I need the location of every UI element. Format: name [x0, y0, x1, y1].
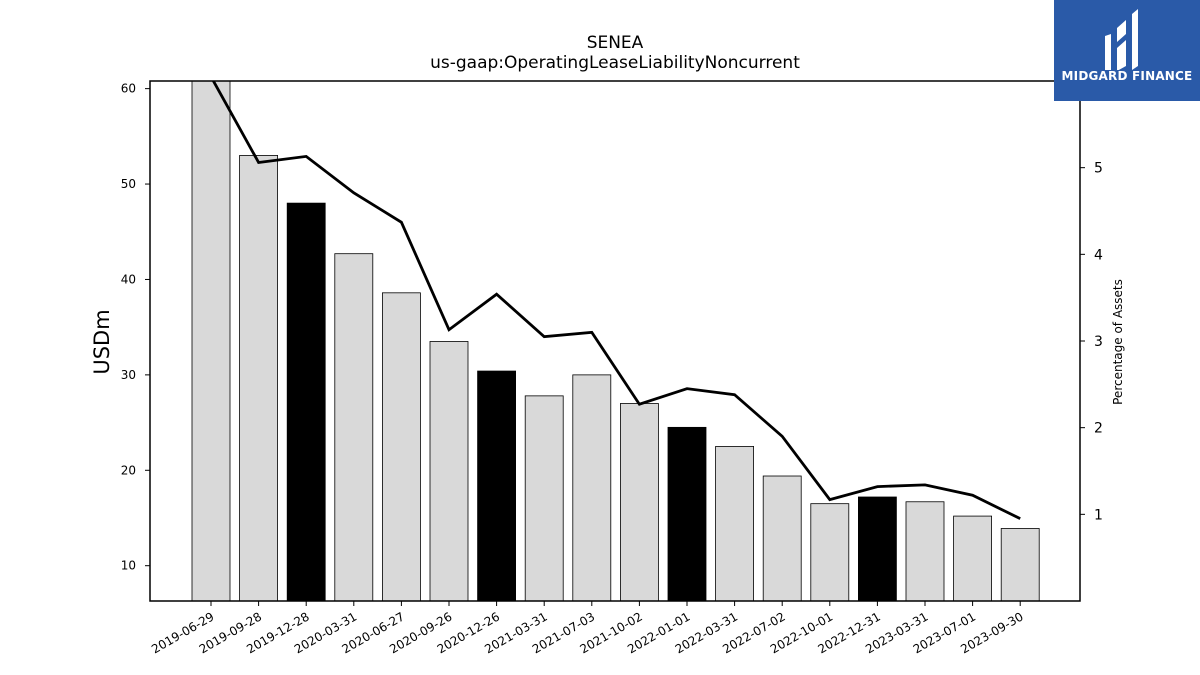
bar: [905, 501, 945, 601]
bar: [762, 475, 802, 601]
bar: [477, 370, 517, 601]
bar: [524, 395, 564, 601]
y-tick-label: 40: [121, 272, 136, 286]
bar: [429, 341, 469, 601]
plot-area: 102030405060123452019-06-292019-09-28201…: [121, 80, 1103, 656]
y-axis-right-label: Percentage of Assets: [1111, 279, 1125, 405]
y-right-tick-label: 2: [1094, 421, 1103, 437]
y-axis-label: USDm: [90, 309, 114, 374]
bar: [334, 253, 374, 601]
bar: [953, 515, 992, 601]
bar: [620, 403, 659, 601]
chart-subtitle: us-gaap:OperatingLeaseLiabilityNoncurren…: [430, 53, 800, 73]
bar-series: [191, 81, 1040, 601]
y-tick-label: 10: [121, 559, 136, 573]
bar: [810, 503, 850, 601]
y-tick-label: 60: [121, 82, 136, 96]
bar: [286, 202, 326, 601]
bar: [715, 446, 754, 601]
brand-name: MIDGARD FINANCE: [1061, 69, 1193, 83]
y-tick-label: 30: [121, 368, 136, 382]
bar: [191, 81, 231, 601]
bar: [858, 496, 897, 601]
bar: [572, 374, 612, 601]
y-tick-label: 20: [121, 463, 136, 477]
y-right-tick-label: 4: [1094, 247, 1103, 263]
y-tick-label: 50: [121, 177, 136, 191]
brand-mark-icon: [1105, 9, 1138, 70]
y-right-tick-label: 3: [1094, 334, 1103, 350]
chart-title: SENEA: [587, 33, 644, 53]
line-series: [211, 81, 1021, 520]
bar: [239, 155, 279, 601]
brand-logo: MIDGARD FINANCE: [1054, 0, 1200, 101]
bar: [381, 292, 421, 601]
bar: [1000, 528, 1040, 601]
y-right-tick-label: 5: [1094, 161, 1103, 177]
y-right-tick-label: 1: [1094, 507, 1103, 523]
bar: [667, 426, 707, 601]
